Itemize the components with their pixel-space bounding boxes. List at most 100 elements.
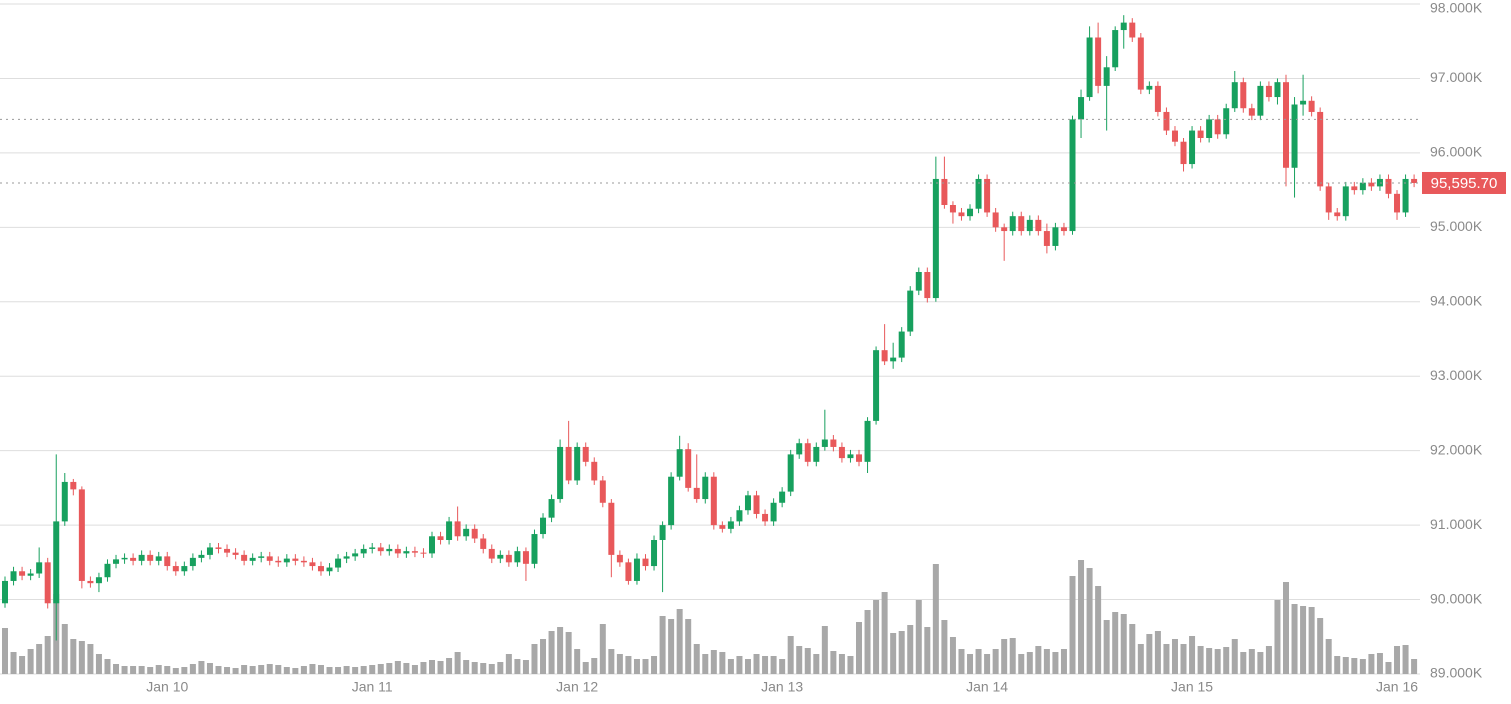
volume-bar [326, 667, 333, 674]
candle-body [522, 551, 529, 564]
candle-body [676, 449, 683, 477]
candle-body [1137, 37, 1144, 90]
candle-body [420, 552, 427, 554]
volume-bar [1163, 644, 1170, 674]
volume-bar [2, 628, 8, 674]
volume-bar [856, 622, 862, 674]
candle-body [343, 556, 350, 559]
candle-body [762, 513, 769, 522]
candle-body [1001, 227, 1008, 232]
candle-body [1274, 82, 1281, 98]
x-tick-label: Jan 11 [352, 679, 393, 695]
candle-body [625, 562, 632, 581]
volume-bar [625, 656, 632, 674]
candle-body [36, 562, 43, 574]
volume-bar [1189, 636, 1196, 674]
volume-bar [548, 631, 555, 674]
candle-body [411, 551, 418, 553]
volume-bar [1103, 620, 1110, 674]
candle-body [403, 551, 410, 554]
candle-body [591, 461, 598, 481]
volume-bar [668, 619, 675, 674]
volume-bar [335, 667, 342, 674]
x-tick-label: Jan 10 [146, 679, 188, 695]
volume-bar [633, 659, 640, 674]
volume-bar [275, 665, 282, 674]
volume-bar [411, 665, 418, 674]
volume-bar [847, 656, 854, 674]
volume-bar [429, 660, 435, 674]
volume-bar [300, 666, 307, 674]
candle-body [958, 212, 965, 217]
candle-body [70, 481, 77, 490]
candle-body [830, 439, 837, 447]
candle-body [924, 272, 931, 299]
candle-body [326, 567, 333, 572]
candle-body [975, 178, 982, 209]
candle-body [2, 580, 8, 604]
candle-body [1086, 37, 1093, 98]
volume-bar [727, 659, 734, 674]
candle-body [249, 557, 256, 561]
candle-body [813, 446, 820, 462]
candle-body [394, 548, 401, 554]
volume-bar [1009, 638, 1016, 674]
candle-body [1026, 219, 1033, 232]
candle-body [949, 205, 956, 213]
volume-bar [1171, 639, 1178, 674]
candle-body [1300, 100, 1307, 105]
candle-body [873, 350, 880, 421]
volume-bar [1035, 646, 1042, 674]
volume-bar [770, 656, 777, 674]
candle-body [898, 331, 905, 358]
candle-body [104, 563, 111, 578]
candle-body [61, 481, 68, 522]
candle-body [215, 547, 222, 549]
candle-body [27, 573, 34, 576]
candle-body [710, 476, 717, 526]
volume-bar [992, 649, 999, 674]
candle-body [437, 536, 444, 540]
volume-bar [249, 666, 256, 674]
volume-bar [130, 666, 137, 674]
volume-bar [454, 652, 461, 674]
volume-bar [984, 654, 991, 674]
volume-bar [10, 652, 17, 674]
volume-bar [446, 658, 453, 674]
volume-bar [352, 667, 359, 674]
candle-body [548, 499, 555, 518]
volume-bar [1069, 576, 1076, 674]
candle-body [1394, 193, 1401, 213]
volume-bar [830, 651, 837, 674]
candle-body [608, 502, 615, 555]
candle-body [232, 552, 239, 555]
last-price-label: 95,595.70 [1431, 175, 1498, 192]
volume-bar [1308, 607, 1315, 674]
last-price-box [1422, 171, 1506, 194]
candle-body [1411, 178, 1418, 183]
volume-bar [659, 616, 666, 674]
y-tick-label: 89.000K [1430, 665, 1483, 681]
x-tick-label: Jan 15 [1171, 679, 1213, 695]
volume-bar [1043, 649, 1050, 674]
volume-bar [685, 619, 692, 674]
volume-bar [488, 664, 495, 674]
volume-bar [147, 667, 154, 674]
candle-body [1240, 82, 1247, 109]
candle-body [87, 580, 94, 584]
candle-body [429, 536, 435, 554]
candle-body [1368, 182, 1375, 187]
volume-bar [61, 624, 68, 674]
volume-bar [514, 659, 521, 674]
candle-body [335, 558, 342, 568]
volume-bar [1146, 634, 1153, 674]
volume-bar [753, 654, 760, 674]
candle-body [668, 476, 675, 526]
volume-bar [540, 639, 547, 674]
volume-bar [206, 663, 213, 674]
candle-body [1103, 67, 1110, 86]
candle-body [360, 548, 367, 554]
candle-body [847, 454, 854, 459]
volume-bar [958, 649, 965, 674]
candle-body [1385, 178, 1392, 194]
